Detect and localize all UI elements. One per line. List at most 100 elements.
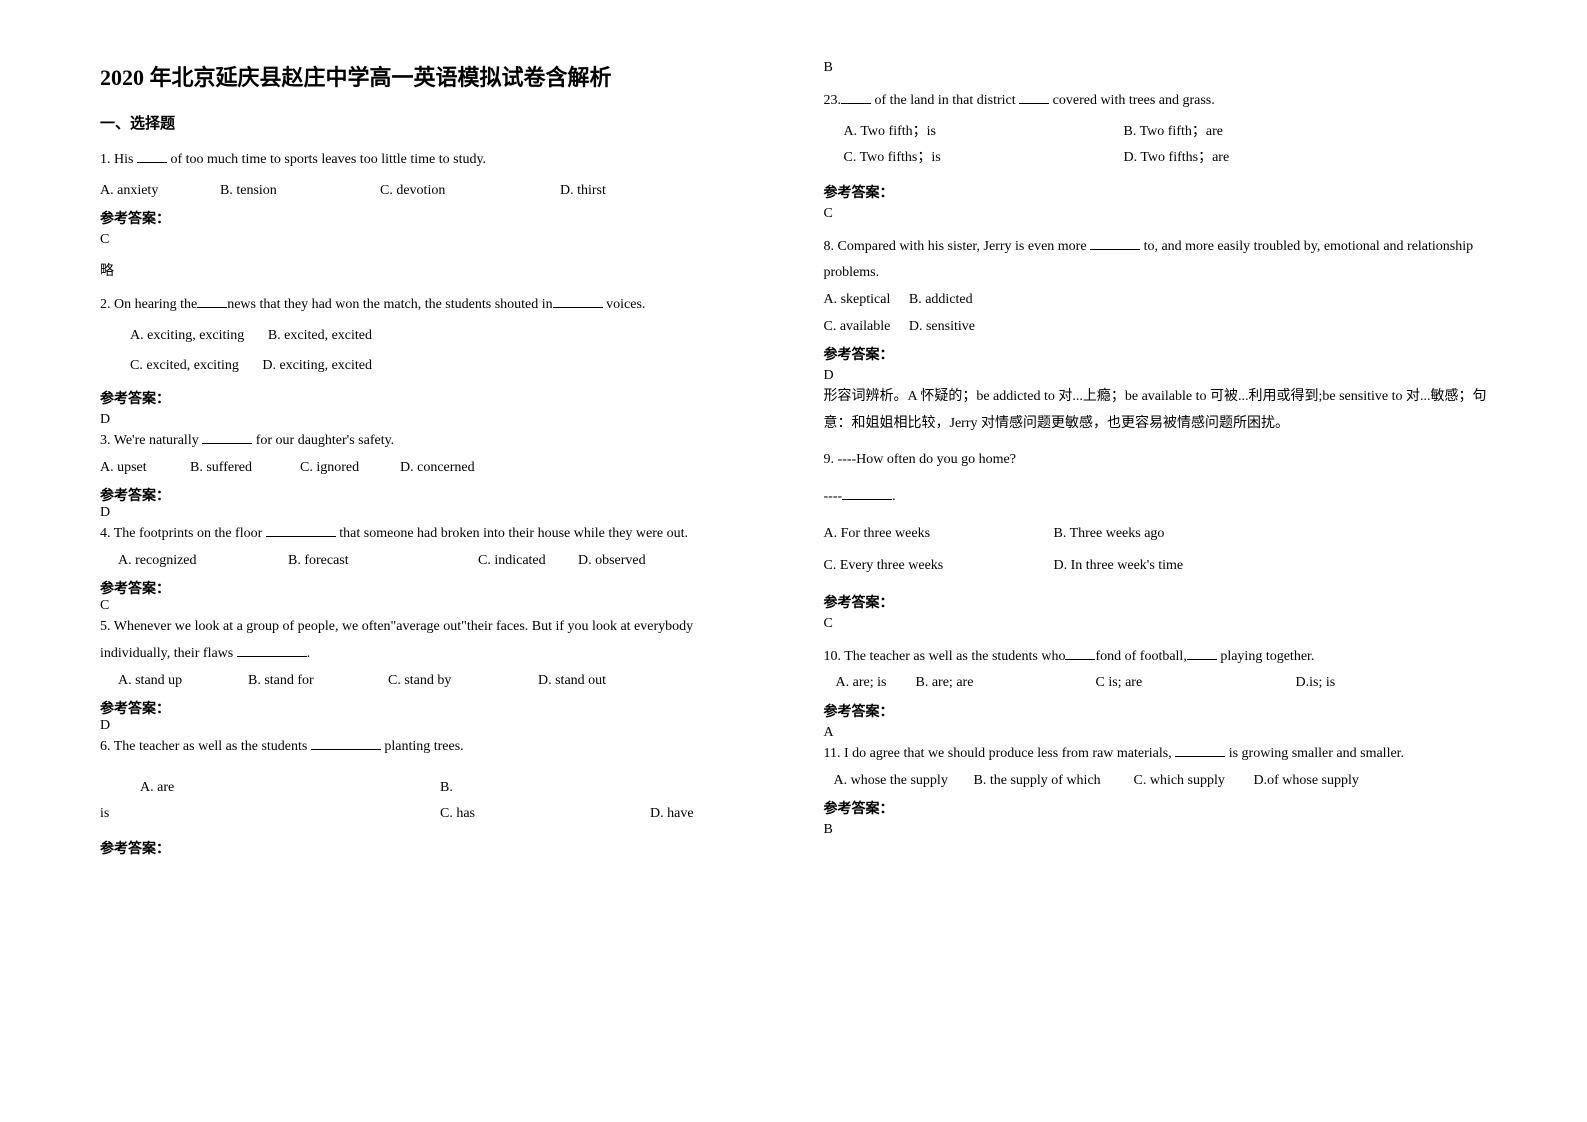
- q2-text-a: 2. On hearing the: [100, 297, 197, 312]
- q5-options: A. stand up B. stand for C. stand by D. …: [100, 668, 764, 695]
- q7-options-row1: A. Two fifth；is B. Two fifth；are: [824, 119, 1488, 146]
- q5-answer-label: 参考答案：: [100, 698, 764, 718]
- q4-opt-c: C. indicated: [478, 548, 578, 575]
- q2-opt-a: A. exciting, exciting: [130, 323, 244, 350]
- q9-dash: ----.: [824, 484, 1488, 511]
- q6-options-row1: A. are B.: [100, 775, 764, 802]
- q7-answer: C: [824, 206, 1488, 222]
- q10-opt-c: C is; are: [1096, 670, 1296, 697]
- q3-answer: D: [100, 505, 764, 521]
- q6-is-label: is: [100, 801, 440, 828]
- q6-blank: [311, 736, 381, 750]
- q5-blank: [237, 643, 307, 657]
- q7-opt-a: A. Two fifth；is: [844, 119, 1124, 146]
- q7-options-row2: C. Two fifths；is D. Two fifths；are: [824, 145, 1488, 172]
- q8-opt-b: B. addicted: [909, 287, 973, 314]
- q7-blank-2: [1019, 90, 1049, 104]
- q1-opt-a: A. anxiety: [100, 178, 220, 205]
- q10-blank-2: [1187, 646, 1217, 660]
- q1-text-b: of too much time to sports leaves too li…: [167, 152, 486, 167]
- q1-text-a: 1. His: [100, 152, 137, 167]
- q5-opt-b: B. stand for: [248, 668, 388, 695]
- q9-opt-d: D. In three week's time: [1054, 553, 1184, 580]
- q6-opt-c: C. has: [440, 801, 650, 828]
- q6-answer: B: [824, 60, 1488, 76]
- q3-opt-d: D. concerned: [400, 455, 475, 482]
- q9-answer: C: [824, 616, 1488, 632]
- q2-answer: D: [100, 412, 764, 428]
- q1-blank: [137, 149, 167, 163]
- q4-text-a: 4. The footprints on the floor: [100, 526, 266, 541]
- q2-opt-c: C. excited, exciting: [130, 353, 239, 380]
- q5-text-b: .: [307, 646, 311, 661]
- q10-options: A. are; is B. are; are C is; are D.is; i…: [824, 670, 1488, 697]
- q7-blank-1: [841, 90, 871, 104]
- q1-answer-label: 参考答案：: [100, 208, 764, 228]
- q2-text-c: voices.: [603, 297, 646, 312]
- q10-stem: 10. The teacher as well as the students …: [824, 644, 1488, 671]
- q2-opt-d: D. exciting, excited: [262, 353, 372, 380]
- q3-opt-a: A. upset: [100, 455, 190, 482]
- q8-opt-c: C. available: [824, 314, 891, 341]
- q5-answer: D: [100, 718, 764, 734]
- q7-answer-label: 参考答案：: [824, 182, 1488, 202]
- q2-blank-1: [197, 294, 227, 308]
- q8-opt-a: A. skeptical: [824, 287, 891, 314]
- q4-stem: 4. The footprints on the floor that some…: [100, 521, 764, 548]
- q2-text-b: news that they had won the match, the st…: [227, 297, 552, 312]
- q3-opt-c: C. ignored: [300, 455, 400, 482]
- q7-stem: 23. of the land in that district covered…: [824, 88, 1488, 115]
- q1-opt-b: B. tension: [220, 178, 380, 205]
- q11-opt-c: C. which supply: [1134, 768, 1254, 795]
- section-1-heading: 一、选择题: [100, 112, 764, 133]
- q10-answer: A: [824, 725, 1488, 741]
- q1-options: A. anxiety B. tension C. devotion D. thi…: [100, 178, 764, 205]
- q11-opt-d: D.of whose supply: [1254, 768, 1359, 795]
- q9-stem: 9. ----How often do you go home?: [824, 447, 1488, 474]
- q4-blank: [266, 523, 336, 537]
- q9-opt-b: B. Three weeks ago: [1054, 521, 1165, 548]
- q8-answer-label: 参考答案：: [824, 344, 1488, 364]
- q7-opt-b: B. Two fifth；are: [1124, 119, 1223, 146]
- q10-opt-a: A. are; is: [836, 670, 916, 697]
- q1-opt-c: C. devotion: [380, 178, 560, 205]
- q6-text-b: planting trees.: [381, 739, 464, 754]
- q9-opt-c: C. Every three weeks: [824, 553, 1054, 580]
- q3-text-a: 3. We're naturally: [100, 433, 202, 448]
- q10-opt-d: D.is; is: [1296, 670, 1336, 697]
- q8-options-row2: C. available D. sensitive: [824, 314, 1488, 341]
- q8-stem: 8. Compared with his sister, Jerry is ev…: [824, 234, 1488, 287]
- q6-opt-a: A. are: [100, 775, 440, 802]
- q8-options-row1: A. skeptical B. addicted: [824, 287, 1488, 314]
- q1-note: 略: [100, 260, 764, 280]
- q4-text-b: that someone had broken into their house…: [336, 526, 688, 541]
- q7-opt-c: C. Two fifths；is: [844, 145, 1124, 172]
- q7-opt-d: D. Two fifths；are: [1124, 145, 1230, 172]
- right-column: B 23. of the land in that district cover…: [824, 60, 1488, 1062]
- q5-opt-c: C. stand by: [388, 668, 538, 695]
- q8-text-a: 8. Compared with his sister, Jerry is ev…: [824, 239, 1091, 254]
- q10-blank-1: [1065, 646, 1095, 660]
- q3-options: A. upset B. suffered C. ignored D. conce…: [100, 455, 764, 482]
- q9-options-row1: A. For three weeks B. Three weeks ago: [824, 521, 1488, 548]
- q3-text-b: for our daughter's safety.: [252, 433, 394, 448]
- q2-answer-label: 参考答案：: [100, 388, 764, 408]
- q11-answer: B: [824, 822, 1488, 838]
- q9-answer-label: 参考答案：: [824, 592, 1488, 612]
- q4-opt-b: B. forecast: [288, 548, 478, 575]
- q9-blank: [842, 486, 892, 500]
- q4-answer-label: 参考答案：: [100, 578, 764, 598]
- q7-text-b: covered with trees and grass.: [1049, 93, 1215, 108]
- q4-options: A. recognized B. forecast C. indicated D…: [100, 548, 764, 575]
- q2-options-row1: A. exciting, exciting B. excited, excite…: [100, 323, 764, 350]
- q6-opt-b: B.: [440, 775, 453, 802]
- q2-blank-2: [553, 294, 603, 308]
- q10-text-a: 10. The teacher as well as the students …: [824, 649, 1066, 664]
- q1-answer: C: [100, 232, 764, 248]
- q6-stem: 6. The teacher as well as the students p…: [100, 734, 764, 761]
- q10-text-b: fond of football,: [1095, 649, 1186, 664]
- q2-stem: 2. On hearing the news that they had won …: [100, 292, 764, 319]
- q3-opt-b: B. suffered: [190, 455, 300, 482]
- q9-opt-a: A. For three weeks: [824, 521, 1054, 548]
- q5-stem: 5. Whenever we look at a group of people…: [100, 614, 764, 667]
